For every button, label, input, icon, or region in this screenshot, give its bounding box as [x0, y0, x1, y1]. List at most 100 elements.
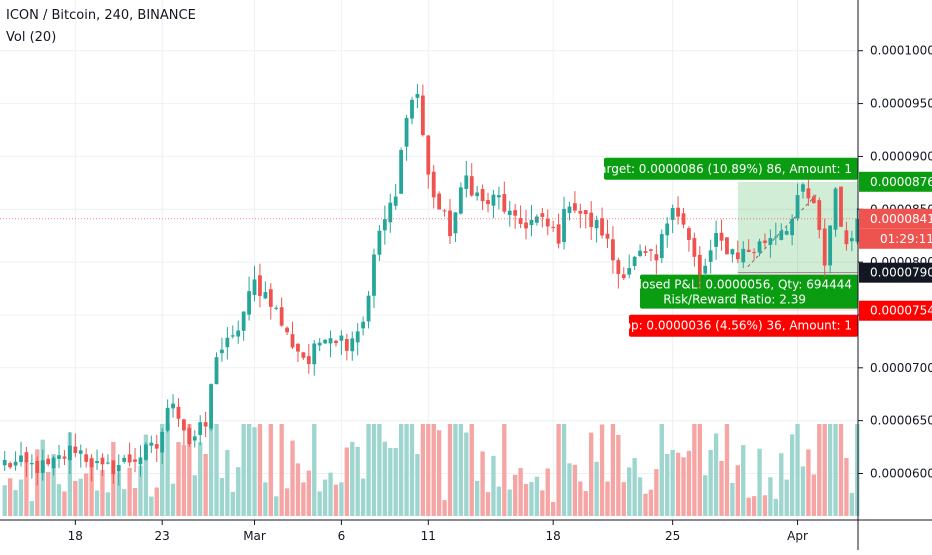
volume-bar [523, 484, 529, 516]
x-tick-label: Mar [243, 529, 266, 543]
candle-body [817, 200, 822, 230]
candle-body [274, 307, 279, 309]
candle-body [442, 210, 447, 212]
stop-label-box[interactable] [629, 314, 858, 337]
candle-body [334, 340, 338, 344]
candle-body [225, 337, 230, 348]
candle-body [746, 249, 751, 252]
candle-body [111, 460, 116, 475]
volume-bar [350, 441, 355, 516]
volume-bar [627, 467, 632, 516]
target-label-text: Target: 0.0000086 (10.89%) 86, Amount: 1 [593, 162, 852, 176]
volume-bar [616, 434, 621, 516]
candle-body [198, 422, 203, 435]
volume-bar [355, 446, 360, 516]
volume-bar [436, 430, 442, 516]
volume-bar [665, 453, 670, 516]
volume-bar [751, 496, 757, 516]
price-labels: 0.0000876 0.0000841 0.0000790 0.0000754 01:2… [859, 171, 932, 321]
candle-body [801, 184, 805, 192]
candle-body [464, 175, 469, 189]
candle-body [296, 343, 300, 352]
volume-bar [149, 496, 154, 516]
candle-body [116, 465, 121, 472]
volume-bar [849, 492, 855, 516]
price-label-target [859, 171, 932, 192]
candle-body [361, 321, 366, 329]
volume-bar [105, 492, 111, 516]
candle-body [811, 196, 816, 204]
volume-bar [170, 483, 176, 516]
closed-pl-box[interactable] [640, 274, 858, 309]
volume-bar [567, 463, 572, 516]
volume-bar [795, 424, 800, 516]
candle-body [312, 343, 317, 365]
candle-body [19, 455, 23, 462]
volume-bar [426, 424, 431, 516]
position-tool[interactable]: Target: 0.0000086 (10.89%) 86, Amount: 1… [593, 157, 858, 337]
candle-body [855, 218, 860, 242]
volume-bar [855, 424, 860, 516]
candle-body [839, 186, 843, 227]
candle-body [382, 219, 387, 231]
candle-body [676, 207, 680, 217]
candle-body [393, 196, 398, 206]
candle-body [654, 254, 659, 261]
x-tick-label: 23 [155, 529, 170, 543]
candle-body [426, 135, 431, 175]
volume-bar [181, 445, 187, 516]
volume-bar [599, 424, 605, 516]
volume-bar [474, 480, 480, 516]
volume-bar [724, 424, 730, 516]
candle-body [100, 457, 105, 465]
y-tick-label: 0.0000900 [870, 149, 932, 163]
volume-bars [2, 424, 860, 516]
volume-bar [545, 468, 550, 516]
candle-body [779, 230, 784, 240]
candle-body [192, 436, 197, 441]
volume-bar [290, 440, 295, 516]
position-path [747, 193, 818, 268]
volume-bar [263, 482, 268, 516]
candle-body [529, 219, 534, 226]
candle-body [339, 335, 344, 341]
volume-bar [62, 491, 67, 516]
volume-bar [757, 448, 762, 516]
candle-body [350, 338, 355, 352]
candle-body [323, 339, 328, 344]
candle-body [790, 219, 795, 236]
volume-bar [496, 486, 502, 516]
volume-bar [45, 471, 51, 516]
volume-bar [301, 482, 306, 516]
candle-body [849, 238, 854, 242]
volume-bar [453, 424, 458, 516]
candle-body [507, 210, 512, 215]
candle-body [399, 149, 404, 194]
volume-bar [7, 478, 13, 516]
candle-body [448, 210, 452, 237]
candle-body [524, 222, 528, 229]
candle-body [496, 195, 501, 198]
target-label-box[interactable] [604, 157, 858, 180]
volume-bar [827, 424, 833, 516]
x-tick-label: 6 [338, 529, 346, 543]
candle-body [687, 228, 691, 240]
candle-body [165, 407, 170, 431]
candle-body [230, 335, 235, 337]
volume-bar [447, 424, 453, 516]
volume-bar [138, 465, 143, 516]
volume-bar [561, 424, 567, 516]
volume-bar [713, 433, 719, 516]
volume-indicator-label[interactable]: Vol (20) [6, 30, 57, 45]
volume-bar [252, 427, 257, 516]
candle-body [171, 403, 175, 409]
candle-body [127, 454, 132, 463]
candle-body [46, 458, 51, 465]
volume-bar [100, 469, 105, 516]
x-tick-label: 11 [421, 529, 436, 543]
candle-body [149, 442, 154, 446]
y-tick-label: 0.0001000 [870, 44, 932, 58]
candle-body [719, 232, 724, 241]
